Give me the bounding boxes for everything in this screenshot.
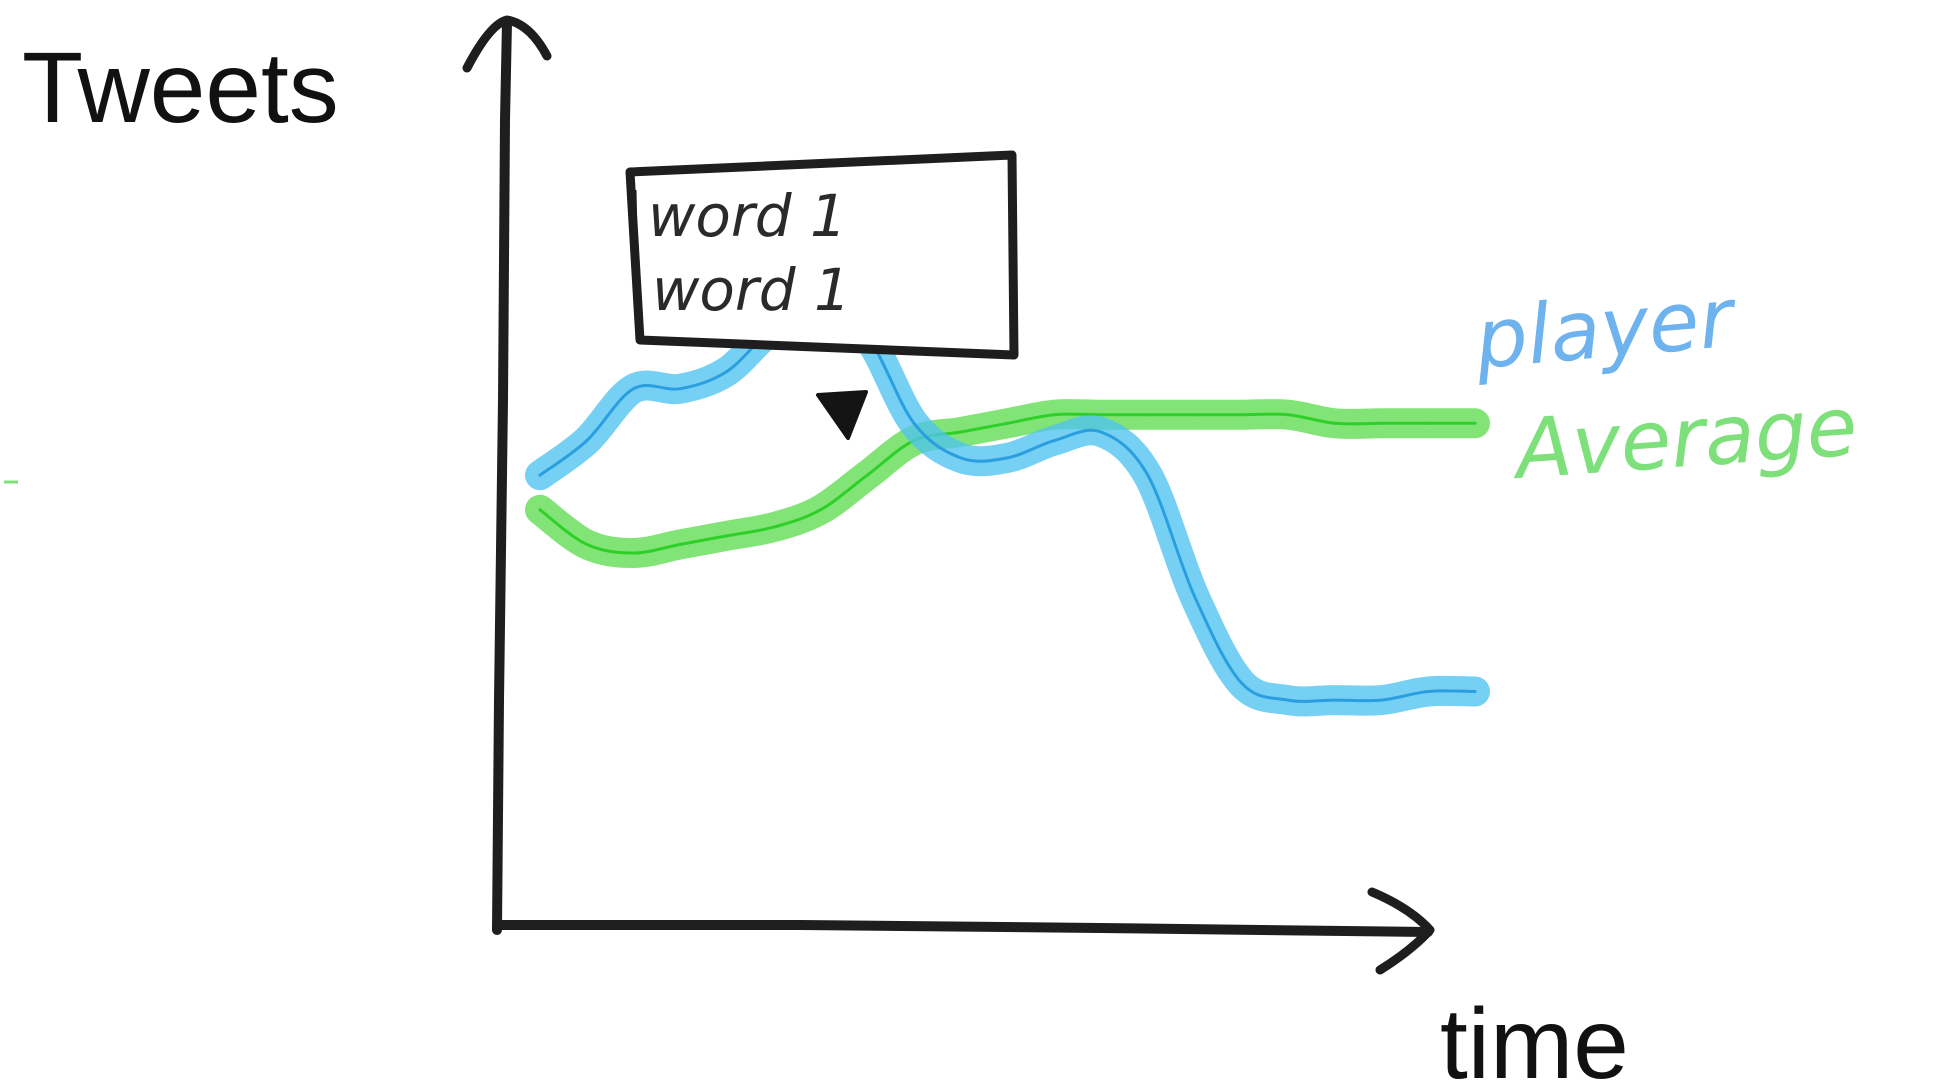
legend-label-player: player [1470, 270, 1740, 388]
arrow-right-icon [1367, 887, 1435, 975]
tooltip-line-2: word 1 [652, 256, 851, 324]
series-player-point [1426, 690, 1430, 693]
series-player-point [1099, 430, 1103, 434]
series-average-highlight [525, 399, 1490, 568]
series-average-point [1193, 413, 1196, 417]
series-player-point [959, 456, 963, 460]
series-layer [525, 295, 1490, 717]
series-average-point [725, 534, 729, 538]
series-player-point [1286, 698, 1290, 702]
triangle-down-icon [816, 390, 868, 440]
arrow-up-icon [462, 15, 552, 73]
series-average-point [1426, 421, 1430, 425]
x-axis-title: time [1440, 988, 1629, 1092]
series-average-point [538, 508, 542, 512]
series-average-point [1286, 413, 1290, 417]
series-player-point [632, 387, 635, 391]
series-average-point [772, 525, 776, 529]
series-player-point [678, 387, 682, 391]
series-player-highlight [525, 295, 1490, 717]
series-player-point [1380, 698, 1383, 702]
y-axis [462, 15, 552, 935]
series-player-point [1333, 698, 1337, 702]
series-average-point [585, 542, 589, 546]
series-average-point [1239, 413, 1243, 417]
series-average-point [959, 430, 963, 434]
series-average-point [1473, 421, 1477, 425]
legend: player Average [1470, 270, 1860, 498]
series-average-point [678, 542, 682, 546]
series-average-point [1006, 421, 1009, 425]
series-player-line [538, 309, 1477, 703]
x-axis-line [492, 920, 1433, 937]
series-average-point [632, 551, 635, 555]
x-axis [492, 887, 1435, 975]
series-average-point [865, 473, 869, 477]
series-player-point [585, 439, 589, 443]
series-average-point [1052, 413, 1056, 417]
tooltip: word 1 word 1 [625, 150, 1019, 440]
series-player-point [912, 421, 916, 425]
series-average-point [819, 508, 822, 512]
legend-label-average: Average [1508, 379, 1860, 498]
series-player-point [1193, 594, 1196, 598]
series-player-point [1052, 439, 1056, 443]
tooltip-line-1: word 1 [648, 182, 847, 250]
y-axis-title: Tweets [22, 32, 339, 144]
series-player-point [1146, 473, 1150, 477]
tooltip-box-edge [631, 189, 639, 286]
series-average-point [1380, 421, 1383, 425]
series-player-point [1239, 681, 1243, 685]
y-axis-line [492, 17, 512, 935]
series-average-point [1146, 413, 1150, 417]
series-average-point [1099, 413, 1103, 417]
series-average-point [1333, 421, 1337, 425]
series-player-point [1006, 456, 1009, 460]
series-player-point [1473, 690, 1477, 693]
series-player-point [538, 473, 542, 477]
series-player-point [725, 369, 729, 373]
